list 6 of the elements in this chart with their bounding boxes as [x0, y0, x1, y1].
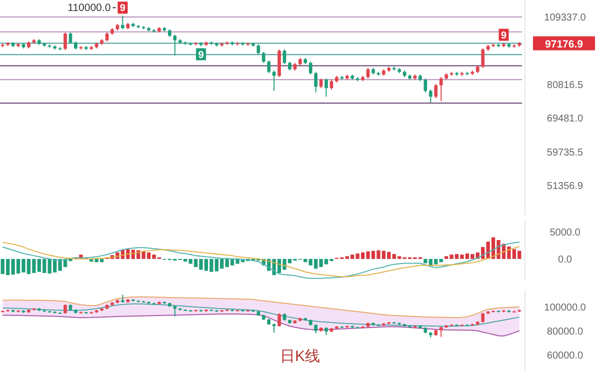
ref-line-label: 97176.9: [545, 38, 584, 50]
annotation: 9: [118, 2, 128, 14]
annotation: 9: [498, 28, 509, 42]
title: 日K线: [280, 348, 320, 365]
annotation: 110000.0: [68, 2, 116, 14]
annotation: 9: [198, 50, 204, 61]
